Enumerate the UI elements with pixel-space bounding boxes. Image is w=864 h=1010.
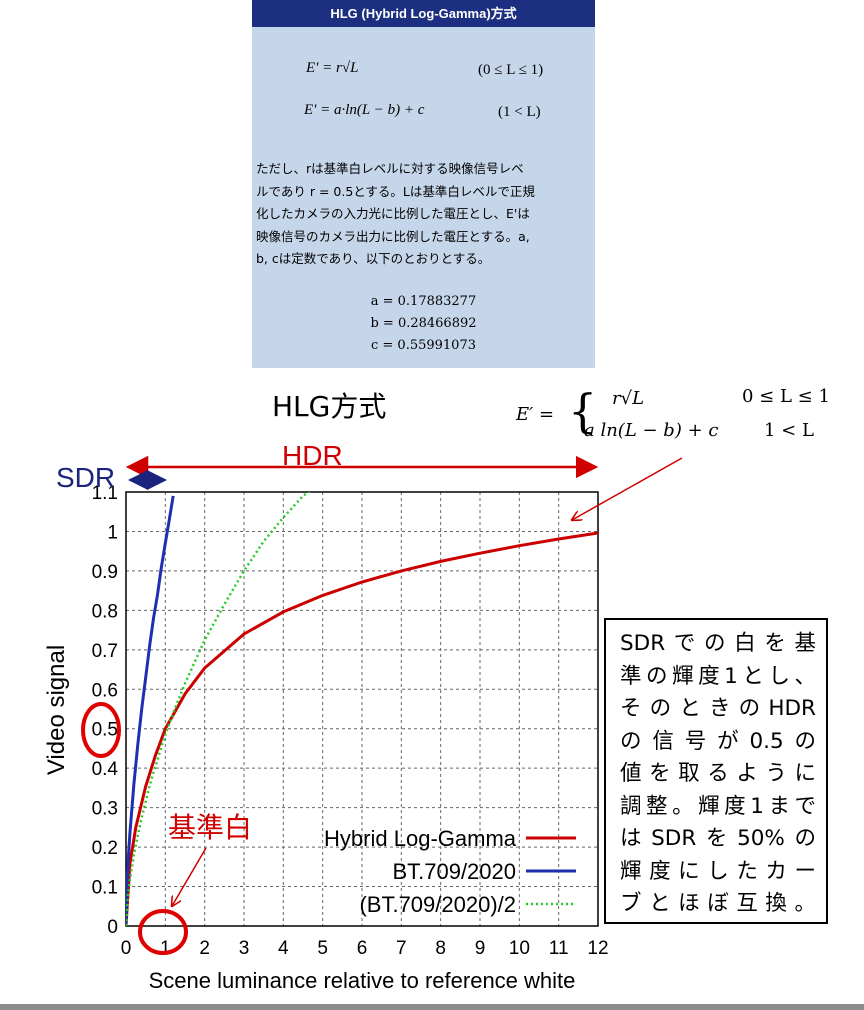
description-line: 映像信号のカメラ出力に比例した電圧とする。a, bbox=[256, 228, 530, 244]
y-tick-label: 0.1 bbox=[92, 878, 118, 899]
panel-header: HLG (Hybrid Log-Gamma)方式 bbox=[252, 0, 595, 27]
note-box: SDRでの白を基 準の輝度1とし、 そのときのHDR の信号が0.5の 値を取る… bbox=[604, 618, 828, 924]
equation-2-condition: (1 < L) bbox=[498, 104, 541, 120]
series-line bbox=[126, 531, 598, 926]
series-line bbox=[126, 492, 311, 926]
slide-title: HLG方式 bbox=[272, 390, 387, 423]
bottom-bar bbox=[0, 1004, 864, 1010]
legend-label: Hybrid Log-Gamma bbox=[324, 826, 517, 851]
signal-0.5-highlight-circle bbox=[81, 702, 121, 758]
x-tick-label: 2 bbox=[199, 938, 210, 959]
tick-labels: 0 1 2 3 4 5 6 7 8 9 10 11 1200.10.20.30.40.50.60.70.… bbox=[92, 483, 609, 959]
transfer-eq-row1-expr: r√L bbox=[612, 388, 645, 409]
note-line: 値を取るように bbox=[620, 761, 816, 786]
y-tick-label: 0.4 bbox=[92, 759, 119, 780]
x-tick-label: 8 bbox=[435, 938, 446, 959]
x-tick-label: 3 bbox=[239, 938, 250, 959]
reference-white-pointer-arrow bbox=[172, 847, 207, 906]
equation-1-condition: (0 ≤ L ≤ 1) bbox=[478, 62, 544, 78]
plot-frame bbox=[125, 491, 599, 927]
formula-panel: HLG (Hybrid Log-Gamma)方式 E' = r√L (0 ≤ L… bbox=[252, 0, 595, 368]
hdr-label: HDR bbox=[282, 440, 343, 471]
x-tick-label: 0 bbox=[121, 938, 132, 959]
x-tick-label: 6 bbox=[357, 938, 368, 959]
x-tick-label: 1 bbox=[160, 938, 171, 959]
description-line: b, cは定数であり、以下のとおりとする。 bbox=[256, 251, 491, 266]
equation-1: E' = r√L bbox=[306, 60, 359, 76]
x-tick-label: 10 bbox=[509, 938, 530, 959]
x-tick-label: 11 bbox=[549, 938, 569, 959]
note-line: 輝度にしたカー bbox=[620, 858, 816, 884]
equation-2: E' = a·ln(L − b) + c bbox=[304, 102, 425, 118]
constant-c: c = 0.55991073 bbox=[370, 338, 476, 353]
note-line: ブとほぼ互換。 bbox=[620, 891, 816, 916]
y-tick-label: 0.7 bbox=[92, 641, 118, 662]
transfer-eq-lhs: E′ = bbox=[516, 404, 555, 425]
note-line: 調整。輝度1まで bbox=[620, 793, 816, 819]
description-line: ただし、rは基準白レベルに対する映像信号レベ bbox=[256, 161, 524, 176]
y-tick-label: 0.2 bbox=[92, 838, 118, 859]
y-tick-label: 1 bbox=[107, 522, 118, 543]
transfer-eq-row2-cond: 1 < L bbox=[764, 420, 814, 441]
transfer-eq-row2-expr: a ln(L − b) + c bbox=[584, 420, 719, 441]
note-line: 準の輝度1とし、 bbox=[620, 663, 816, 689]
legend-label: (BT.709/2020)/2 bbox=[359, 892, 516, 917]
sdr-label: SDR bbox=[56, 462, 116, 493]
description-line: ルであり r = 0.5とする。Lは基準白レベルで正規 bbox=[256, 183, 535, 199]
x-axis-label: Scene luminance relative to reference wh… bbox=[149, 968, 576, 993]
transfer-eq-brace: { bbox=[568, 384, 598, 438]
y-tick-label: 0.8 bbox=[92, 601, 118, 622]
x-tick-label: 4 bbox=[278, 938, 289, 959]
note-line: そのときのHDR bbox=[620, 696, 816, 721]
legend-label: BT.709/2020 bbox=[392, 859, 516, 884]
y-tick-label: 0.5 bbox=[92, 720, 118, 741]
x-tick-label: 5 bbox=[317, 938, 328, 959]
luminance-1-highlight-circle bbox=[138, 909, 188, 955]
y-tick-label: 0 bbox=[107, 917, 118, 938]
series-lines bbox=[126, 492, 598, 926]
note-line: SDRでの白を基 bbox=[620, 631, 816, 656]
constant-b: b = 0.28466892 bbox=[370, 316, 477, 331]
legend: Hybrid Log-Gamma BT.709/2020 (BT.709/2020)… bbox=[324, 826, 576, 917]
x-tick-label: 7 bbox=[396, 938, 407, 959]
y-tick-label: 0.6 bbox=[92, 680, 118, 701]
x-tick-label: 12 bbox=[587, 938, 608, 959]
note-line: の信号が0.5の bbox=[620, 728, 816, 754]
note-line: はSDRを50%の bbox=[620, 826, 816, 851]
reference-white-label: 基準白 bbox=[168, 811, 253, 844]
transfer-eq-row1-cond: 0 ≤ L ≤ 1 bbox=[742, 386, 830, 407]
y-tick-label: 0.3 bbox=[92, 799, 118, 820]
constant-a: a = 0.17883277 bbox=[370, 294, 477, 309]
panel-description: ただし、rは基準白レベルに対する映像信号レベ ルであり r = 0.5とする。L… bbox=[256, 158, 590, 271]
series-line bbox=[126, 495, 175, 926]
y-axis-label: Video signal bbox=[43, 645, 70, 775]
y-tick-label: 0.9 bbox=[92, 562, 118, 583]
x-tick-label: 9 bbox=[475, 938, 486, 959]
grid-lines bbox=[126, 491, 598, 926]
equation-pointer-arrow bbox=[572, 457, 683, 520]
description-line: 化したカメラの入力光に比例した電圧とし、E'は bbox=[256, 206, 530, 221]
y-tick-label: 1.1 bbox=[92, 483, 118, 504]
